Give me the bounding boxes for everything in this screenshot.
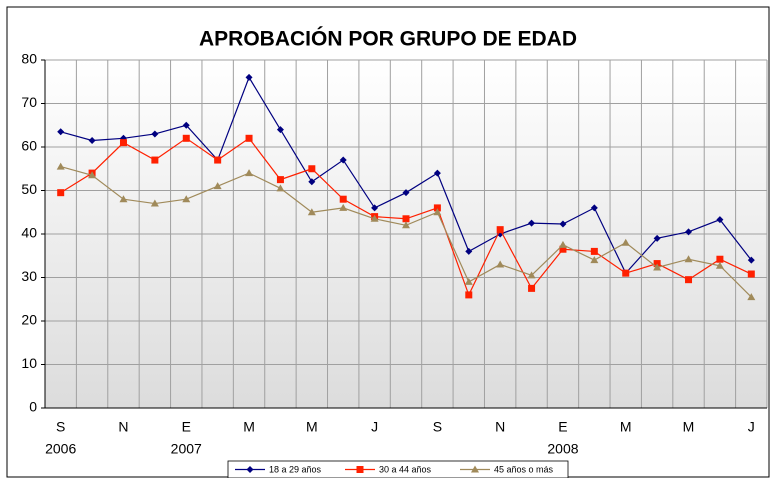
x-year-label: 2007 bbox=[171, 441, 202, 457]
data-point bbox=[370, 214, 379, 222]
y-tick-label: 70 bbox=[21, 94, 37, 110]
chart-title: APROBACIÓN POR GRUPO DE EDAD bbox=[199, 27, 577, 51]
data-point bbox=[747, 270, 755, 278]
data-point bbox=[402, 189, 410, 197]
y-tick-label: 80 bbox=[21, 51, 37, 67]
legend-marker bbox=[356, 466, 364, 473]
data-point bbox=[465, 291, 473, 299]
data-point bbox=[590, 204, 598, 212]
data-point bbox=[88, 136, 96, 144]
data-point bbox=[245, 169, 254, 177]
x-tick-label: J bbox=[748, 419, 755, 435]
data-point bbox=[621, 238, 630, 246]
data-point bbox=[684, 255, 693, 263]
legend-marker bbox=[246, 466, 254, 473]
data-point bbox=[308, 178, 316, 186]
data-point bbox=[653, 263, 662, 271]
data-point bbox=[685, 276, 693, 284]
data-point bbox=[245, 73, 253, 81]
data-point bbox=[213, 182, 222, 190]
x-tick-label: M bbox=[243, 419, 255, 435]
data-point bbox=[747, 256, 755, 264]
data-point bbox=[716, 216, 724, 224]
y-tick-label: 30 bbox=[21, 268, 37, 284]
data-point bbox=[150, 199, 159, 207]
x-tick-label: J bbox=[371, 419, 378, 435]
y-tick-label: 40 bbox=[21, 225, 37, 241]
data-point bbox=[339, 195, 347, 203]
data-point bbox=[276, 184, 285, 192]
data-point bbox=[402, 215, 410, 223]
data-point bbox=[182, 134, 190, 142]
y-tick-label: 20 bbox=[21, 312, 37, 328]
legend-label: 18 a 29 años bbox=[269, 464, 322, 474]
data-point bbox=[57, 128, 65, 136]
x-tick-label: N bbox=[118, 419, 128, 435]
data-point bbox=[496, 226, 504, 234]
data-point bbox=[276, 126, 284, 134]
y-tick-label: 50 bbox=[21, 181, 37, 197]
x-tick-label: N bbox=[495, 419, 505, 435]
data-point bbox=[433, 208, 442, 216]
data-point bbox=[464, 277, 473, 285]
data-point bbox=[559, 245, 567, 253]
data-point bbox=[590, 256, 599, 264]
data-point bbox=[56, 162, 65, 170]
data-point bbox=[371, 204, 379, 212]
data-point bbox=[433, 204, 441, 212]
data-point bbox=[716, 255, 724, 263]
data-point bbox=[214, 156, 222, 164]
data-point bbox=[622, 269, 630, 277]
x-tick-label: M bbox=[620, 419, 632, 435]
data-point bbox=[57, 189, 65, 197]
data-point bbox=[433, 169, 441, 177]
x-year-label: 2006 bbox=[45, 441, 76, 457]
data-point bbox=[119, 139, 127, 147]
data-point bbox=[276, 176, 284, 184]
data-point bbox=[685, 228, 693, 236]
data-point bbox=[151, 156, 159, 164]
legend-label: 45 años o más bbox=[494, 464, 554, 474]
legend-label: 30 a 44 años bbox=[379, 464, 432, 474]
data-point bbox=[715, 261, 724, 269]
data-point bbox=[339, 203, 348, 211]
x-tick-label: E bbox=[558, 419, 567, 435]
legend-marker bbox=[471, 465, 479, 473]
data-point bbox=[590, 247, 598, 255]
data-point bbox=[307, 208, 316, 216]
data-point bbox=[653, 234, 661, 242]
data-point bbox=[119, 195, 128, 203]
x-tick-label: S bbox=[433, 419, 442, 435]
data-point bbox=[528, 219, 536, 227]
x-tick-label: S bbox=[56, 419, 65, 435]
x-tick-label: E bbox=[182, 419, 191, 435]
data-point bbox=[402, 221, 410, 229]
data-point bbox=[308, 165, 316, 173]
data-point bbox=[558, 240, 567, 248]
data-point bbox=[88, 171, 97, 179]
data-point bbox=[747, 293, 756, 301]
x-year-label: 2008 bbox=[547, 441, 578, 457]
data-point bbox=[465, 247, 473, 255]
data-point bbox=[527, 271, 536, 279]
y-tick-label: 60 bbox=[21, 138, 37, 154]
data-point bbox=[245, 134, 253, 142]
data-point bbox=[182, 195, 191, 203]
data-point bbox=[182, 121, 190, 129]
x-tick-label: M bbox=[306, 419, 318, 435]
data-point bbox=[528, 284, 536, 292]
data-point bbox=[559, 220, 567, 228]
data-point bbox=[151, 130, 159, 138]
legend bbox=[227, 460, 569, 478]
x-tick-label: M bbox=[683, 419, 695, 435]
y-tick-label: 10 bbox=[21, 355, 37, 371]
data-point bbox=[339, 156, 347, 164]
data-point bbox=[496, 260, 505, 268]
y-tick-label: 0 bbox=[29, 399, 37, 415]
